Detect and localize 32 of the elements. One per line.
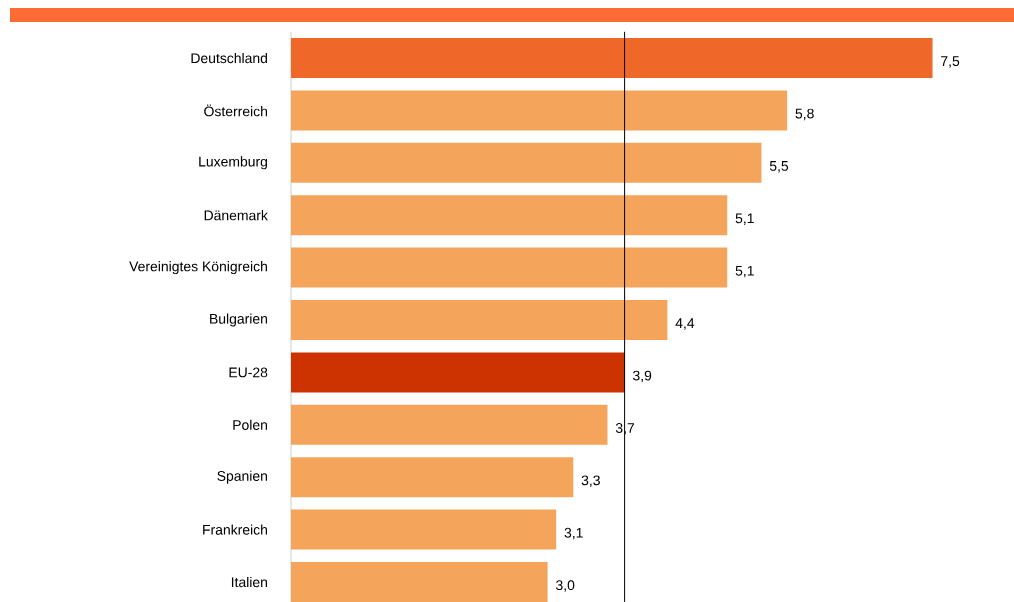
bar: [291, 195, 728, 236]
y-tick-label: Deutschland: [191, 52, 267, 64]
data-label: 5,8: [795, 108, 814, 121]
data-label: 5,1: [735, 213, 754, 225]
y-tick-label: Frankreich: [203, 524, 267, 535]
data-label: 3,3: [581, 475, 600, 487]
bar: [291, 142, 762, 183]
y-tick-label: Italien: [231, 576, 267, 588]
bar: [291, 404, 608, 445]
y-tick-label: Polen: [233, 419, 267, 430]
y-tick-label: Vereinigtes Königreich: [129, 261, 267, 275]
bar: [291, 457, 574, 498]
bar: [291, 509, 557, 550]
data-label: 4,4: [675, 318, 695, 330]
data-label: 5,5: [769, 161, 789, 173]
y-tick-label: Luxemburg: [199, 156, 267, 170]
data-label: 3,0: [556, 580, 575, 592]
y-tick-label: EU-28: [229, 367, 268, 378]
y-tick-label: Dänemark: [204, 210, 268, 221]
bar: [291, 300, 668, 340]
y-tick-label: Österreich: [204, 104, 267, 117]
bar: [291, 90, 788, 131]
bar: [291, 352, 625, 393]
data-label: 3,1: [564, 527, 583, 540]
y-tick-label: Bulgarien: [210, 313, 267, 327]
data-label: 5,1: [735, 265, 754, 278]
bar: [291, 247, 728, 288]
bar: [291, 38, 933, 78]
bar: [291, 562, 548, 602]
data-label: 3,9: [632, 370, 652, 383]
data-label: 7,5: [941, 56, 960, 68]
y-tick-label: Spanien: [217, 470, 267, 484]
